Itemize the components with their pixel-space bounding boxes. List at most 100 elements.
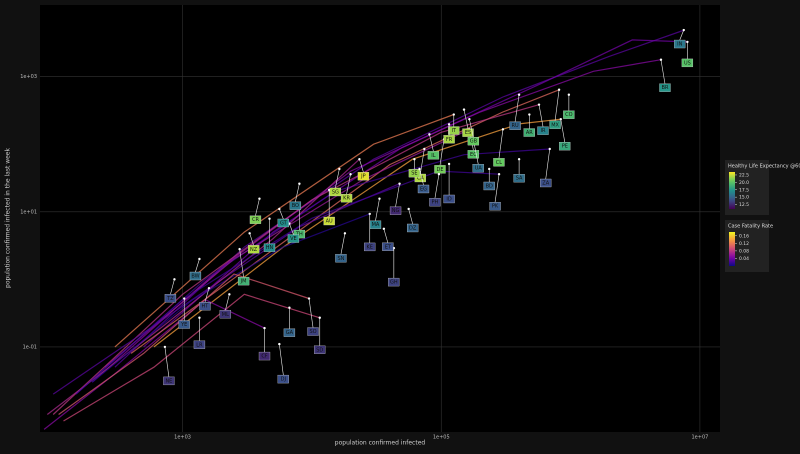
point [278,342,281,346]
country-code: HT [202,304,210,310]
point [207,286,211,290]
leader-line [239,249,244,278]
trajectory [52,104,540,415]
point [682,28,685,32]
label-box [467,150,480,159]
leader-line [554,89,560,121]
country-code: UA [475,166,483,172]
point [173,278,176,281]
country-code: NG [392,208,400,214]
country-code: ES [465,130,471,136]
x-axis-title: population confirmed infected [335,440,426,447]
colorbar-tick-label: 17.5 [739,187,749,193]
country-code: KE [367,244,373,250]
y-tick-label: 1e-01 [23,344,37,350]
country-code: IT [452,128,457,134]
label-box [163,376,175,386]
point [462,108,466,111]
leader-line [279,344,284,376]
y-tick-label: 1e+01 [20,209,37,215]
x-tick-label: 1e+03 [174,435,191,441]
label-box [417,184,430,194]
point [447,162,451,166]
point [452,113,455,116]
label-box [335,254,347,263]
leader-line [164,346,170,377]
leader-line [494,174,500,203]
leader-line [346,174,351,195]
label-box [429,198,441,207]
leader-line [295,183,300,202]
point [378,197,381,200]
point [517,158,521,161]
country-code: IL [431,153,435,159]
leader-line [514,94,520,122]
country-code: MA [372,222,380,228]
point [318,316,321,319]
point [248,232,251,235]
point [228,293,231,296]
label-box [489,202,501,211]
point [368,212,371,216]
leader-line [463,109,469,129]
label-box [467,137,480,146]
country-code: VE [290,236,297,242]
point [343,232,347,235]
point [468,117,471,121]
label-box [389,206,402,215]
country-code: LR [196,342,203,348]
colorbar-tick-label: 20.0 [739,180,749,186]
point [358,158,361,161]
label-box [164,294,177,303]
label-box [237,276,250,286]
country-code: CL [496,160,502,166]
label-box [559,142,571,151]
label-box [357,172,370,181]
colorbar-tick-label: 0.16 [739,233,749,239]
country-code: SG [332,189,339,195]
leader-line [335,168,340,189]
point [263,326,266,330]
leader-line [545,148,551,180]
legend-title: Case Fatality Rate [728,224,773,230]
country-code: JP [360,174,366,180]
label-box [483,181,495,191]
plot-area [40,5,720,432]
label-box [523,128,535,137]
colorbar-tick-label: 22.5 [739,172,749,178]
trajectory [104,128,470,368]
point [349,172,352,176]
colorbar-tick-label: 0.12 [739,241,749,247]
country-code: IR [541,128,546,134]
leader-line [420,148,425,175]
label-box [537,126,549,135]
country-code: PH [432,200,439,206]
label-box [427,151,440,160]
label-box [323,216,335,226]
label-box [472,164,484,173]
point [183,297,186,300]
country-code: CR [252,217,259,223]
trajectory [114,113,455,348]
colorbar-tick-label: 0.04 [739,256,749,262]
point [338,167,341,171]
label-box [247,245,260,254]
leader-line [340,233,346,255]
country-code: YE [180,322,187,328]
label-box [307,327,319,336]
country-code: SD [316,347,323,353]
country-code: EC [470,152,477,158]
leader-line [560,119,566,143]
label-box [263,243,276,252]
leader-line [225,294,230,311]
point [428,133,431,136]
label-box [509,121,521,130]
point [278,207,281,211]
country-code: JM [240,279,247,285]
country-code: MX [551,122,559,128]
point [198,257,201,261]
label-box [293,229,306,239]
country-code: HN [266,245,274,251]
colorbar-tick-label: 12.5 [739,202,749,208]
